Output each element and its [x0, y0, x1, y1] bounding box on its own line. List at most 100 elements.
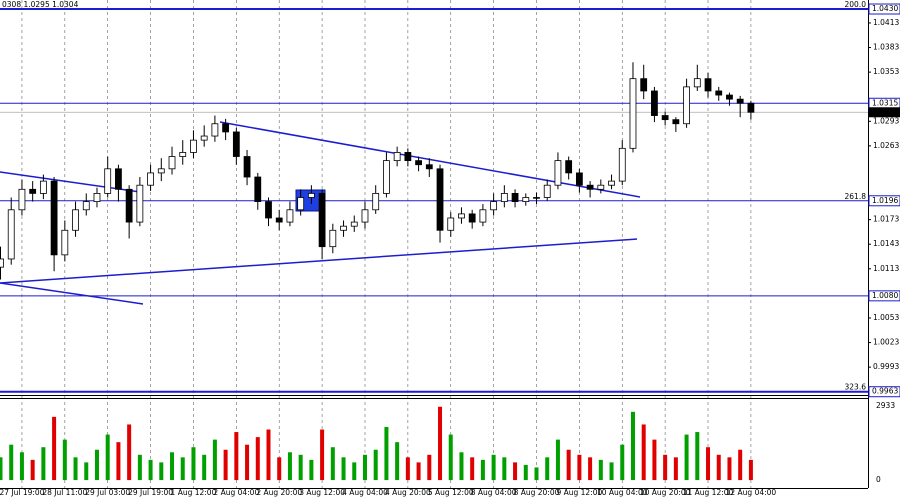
volume-bar — [191, 447, 196, 481]
candle-body — [232, 131, 240, 157]
volume-bar — [148, 459, 153, 481]
volume-bar — [577, 454, 582, 481]
candle-body — [608, 180, 615, 186]
y-tick-label: 1.0383 — [873, 43, 899, 52]
level-tag: 200.0 — [845, 0, 867, 9]
volume-bar — [330, 447, 335, 481]
x-tick-label: 28 Jul 11:00 — [42, 488, 87, 497]
candle-body — [747, 102, 755, 113]
candle-body — [511, 193, 519, 202]
x-tick-label: 5 Aug 12:00 — [428, 488, 474, 497]
volume-bar — [738, 449, 743, 481]
level-label-box — [868, 290, 900, 302]
candle-body — [61, 229, 69, 256]
level-label: 0.9963 — [872, 387, 898, 396]
candle-body — [704, 78, 712, 92]
volume-bar — [470, 457, 475, 481]
y-tick-label: 1.0053 — [873, 313, 899, 322]
candle-body — [640, 78, 648, 92]
candle-body — [683, 86, 690, 125]
level-tag: 261.8 — [845, 192, 867, 201]
volume-bar — [94, 449, 99, 481]
volume-bar — [245, 444, 250, 481]
volume-bar — [277, 457, 282, 481]
volume-bar — [416, 462, 421, 481]
candle-body — [479, 209, 487, 223]
candle-body — [265, 201, 272, 219]
volume-bar — [266, 429, 271, 481]
candle-body — [275, 217, 283, 223]
volume-tick-label: 2933 — [876, 401, 895, 410]
level-label-box — [868, 386, 900, 398]
volume-bar — [0, 457, 3, 481]
volume-bar — [320, 429, 325, 481]
volume-bar — [180, 457, 185, 481]
candle-body — [618, 147, 626, 182]
candle-body — [468, 213, 476, 223]
volume-bar — [748, 459, 753, 481]
candle-body — [307, 193, 315, 198]
candle-body — [672, 119, 680, 125]
volume-bar — [309, 459, 314, 481]
volume-bar — [459, 452, 464, 481]
candle-body — [254, 176, 262, 202]
volume-bar — [9, 444, 14, 481]
volume-bar — [255, 437, 260, 481]
volume-bar — [588, 457, 593, 481]
candle-body — [222, 123, 230, 133]
volume-bar — [116, 442, 121, 481]
volume-bar — [30, 459, 35, 481]
candle-body — [393, 152, 401, 162]
x-tick-label: 4 Aug 20:00 — [385, 488, 431, 497]
volume-bar — [641, 424, 646, 481]
volume-bar — [105, 434, 110, 481]
candle-body — [179, 152, 187, 157]
trend-line — [0, 238, 638, 284]
candle-body — [726, 94, 733, 100]
y-tick-label: 1.0113 — [873, 264, 899, 273]
candle-body — [39, 180, 47, 194]
candle-body — [136, 184, 144, 223]
candle-body — [404, 152, 412, 162]
volume-bar — [491, 454, 496, 481]
volume-bar — [438, 406, 443, 481]
y-tick-label: 0.9993 — [873, 362, 899, 371]
x-tick-label: 29 Jul 19:00 — [128, 488, 173, 497]
candle-body — [350, 221, 358, 227]
volume-bar — [609, 462, 614, 481]
volume-bar — [373, 449, 378, 481]
candle-body — [7, 209, 15, 260]
candle-body — [554, 160, 562, 186]
candle-body — [29, 188, 37, 194]
candle-body — [415, 160, 422, 166]
candle-body — [736, 98, 744, 104]
volume-bar — [137, 454, 142, 481]
volume-bar — [716, 454, 721, 481]
candle-body — [533, 197, 540, 199]
volume-bar — [513, 462, 518, 481]
candle-body — [243, 156, 251, 178]
level-label-box — [868, 195, 900, 207]
candle-body — [575, 172, 583, 186]
volume-bar — [652, 439, 657, 481]
x-tick-label: 10 Aug 04:00 — [597, 488, 648, 497]
y-tick-label: 1.0143 — [873, 239, 899, 248]
volume-bar — [341, 457, 346, 481]
last-price-box — [869, 107, 900, 118]
volume-bar — [352, 462, 357, 481]
volume-bar — [620, 444, 625, 481]
volume-bar — [84, 462, 89, 481]
volume-bar — [695, 432, 700, 481]
level-tag: 323.6 — [845, 383, 867, 392]
candle-body — [436, 168, 444, 231]
volume-bar — [52, 416, 57, 481]
last-price-label: 1.0304 — [872, 107, 898, 116]
candle-body — [543, 184, 551, 198]
volume-bar — [127, 424, 132, 481]
volume-bar — [287, 452, 292, 481]
level-label: 1.0196 — [872, 196, 898, 205]
candle-body — [565, 160, 573, 174]
x-tick-label: 1 Aug 12:00 — [171, 488, 217, 497]
